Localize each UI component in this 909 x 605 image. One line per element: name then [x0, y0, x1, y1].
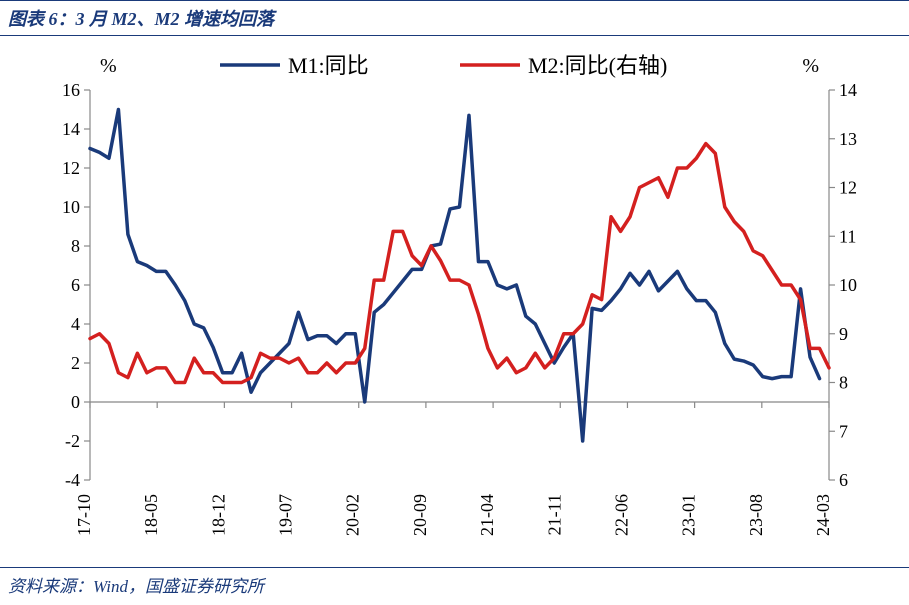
svg-text:6: 6 [839, 470, 848, 490]
svg-text:22-06: 22-06 [611, 494, 631, 536]
chart-source: 资料来源：Wind，国盛证券研究所 [0, 567, 909, 601]
chart-title: 图表 6：3 月 M2、M2 增速均回落 [0, 0, 909, 36]
svg-text:13: 13 [839, 129, 857, 149]
svg-text:10: 10 [62, 197, 80, 217]
svg-text:%: % [100, 55, 117, 77]
svg-text:M2:同比(右轴): M2:同比(右轴) [528, 53, 667, 78]
svg-text:4: 4 [71, 314, 80, 334]
svg-text:18-12: 18-12 [208, 494, 228, 536]
svg-text:19-07: 19-07 [276, 494, 296, 536]
svg-text:24-03: 24-03 [813, 494, 833, 536]
line-chart: -4 -2 0 2 4 6 8 10 12 14 16 6 7 8 9 10 11 12 13 14 17-10 18-0… [10, 40, 899, 560]
svg-text:10: 10 [839, 275, 857, 295]
svg-text:23-01: 23-01 [679, 494, 699, 536]
svg-text:8: 8 [839, 373, 848, 393]
svg-text:14: 14 [839, 80, 857, 100]
svg-text:18-05: 18-05 [141, 494, 161, 536]
svg-text:23-08: 23-08 [746, 494, 766, 536]
svg-text:20-09: 20-09 [410, 494, 430, 536]
svg-text:17-10: 17-10 [74, 494, 94, 536]
svg-text:7: 7 [839, 421, 848, 441]
svg-text:-2: -2 [65, 431, 80, 451]
chart-container: -4 -2 0 2 4 6 8 10 12 14 16 6 7 8 9 10 11 12 13 14 17-10 18-0… [10, 40, 899, 565]
svg-text:8: 8 [71, 236, 80, 256]
svg-text:21-11: 21-11 [544, 494, 564, 535]
svg-text:%: % [802, 55, 819, 77]
svg-text:12: 12 [839, 178, 857, 198]
svg-text:14: 14 [62, 119, 80, 139]
svg-text:16: 16 [62, 80, 80, 100]
svg-text:-4: -4 [65, 470, 80, 490]
svg-text:M1:同比: M1:同比 [288, 53, 369, 78]
svg-text:2: 2 [71, 353, 80, 373]
svg-text:9: 9 [839, 324, 848, 344]
svg-text:12: 12 [62, 158, 80, 178]
svg-text:21-04: 21-04 [477, 494, 497, 536]
svg-text:0: 0 [71, 392, 80, 412]
svg-text:6: 6 [71, 275, 80, 295]
svg-text:11: 11 [839, 226, 856, 246]
svg-text:20-02: 20-02 [343, 494, 363, 536]
